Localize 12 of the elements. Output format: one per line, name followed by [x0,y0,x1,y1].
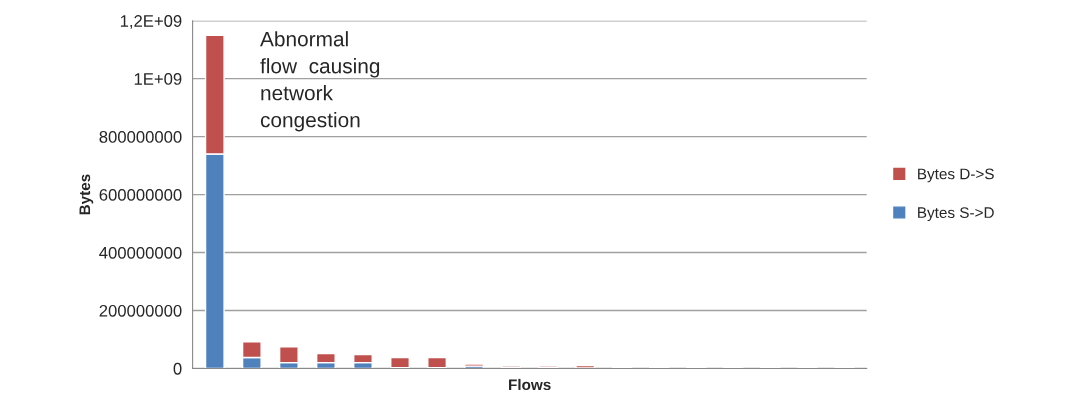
y-tick-label: 800000000 [99,131,182,143]
legend-label: Bytes S->D [918,207,994,222]
y-tick-label: 1E+09 [134,73,182,85]
x-axis-title: Flows [509,378,551,391]
legend-label: Bytes D->S [918,168,994,183]
y-tick-label: 600000000 [99,188,182,201]
y-tick-label: 1,2E+09 [120,15,182,29]
annotation: Abnormal flow causing network congestion [260,31,380,132]
y-tick-label: 200000000 [99,304,182,317]
y-axis-title: Bytes [79,174,94,215]
y-tick-label: 0 [173,362,182,375]
y-tick-label: 400000000 [99,246,182,259]
